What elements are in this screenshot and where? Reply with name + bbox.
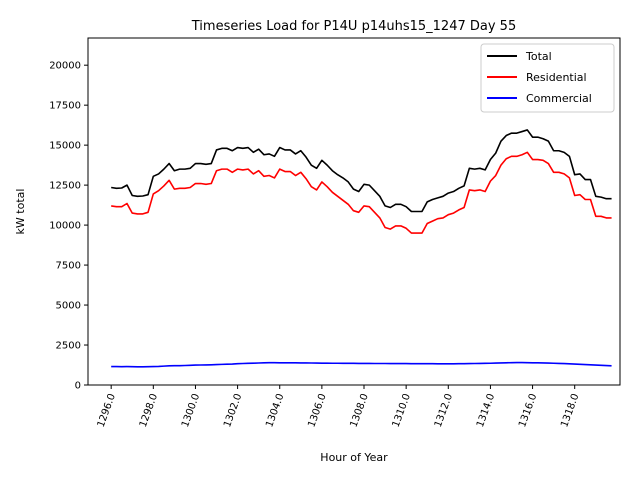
chart-title: Timeseries Load for P14U p14uhs15_1247 D…	[191, 19, 516, 34]
x-tick-label: 1304.0	[264, 392, 286, 429]
x-tick-label: 1302.0	[222, 392, 244, 429]
x-tick-label: 1312.0	[433, 392, 455, 429]
legend-label-residential: Residential	[526, 71, 587, 84]
series-line-commercial	[111, 361, 612, 368]
y-tick-label: 2500	[56, 341, 81, 352]
x-tick-label: 1314.0	[475, 392, 497, 429]
y-tick-label: 12500	[49, 181, 81, 192]
x-axis: 1296.0 1298.0 1300.0 1302.0 1304.0 1306.0 1308…	[96, 385, 582, 429]
series-group	[111, 129, 612, 368]
x-tick-label: 1316.0	[517, 392, 539, 429]
x-tick-label: 1296.0	[96, 392, 118, 429]
y-tick-label: 10000	[49, 221, 81, 232]
y-tick-label: 5000	[56, 301, 81, 312]
x-tick-label: 1298.0	[138, 392, 160, 429]
y-tick-label: 0	[75, 381, 81, 392]
x-tick-label: 1318.0	[559, 392, 581, 429]
legend-label-total: Total	[525, 50, 552, 63]
legend-label-commercial: Commercial	[526, 92, 592, 105]
y-tick-label: 7500	[56, 261, 81, 272]
plot-frame	[87, 37, 621, 386]
x-tick-label: 1310.0	[391, 392, 413, 429]
y-axis-label: kW total	[14, 189, 27, 235]
x-tick-label: 1308.0	[349, 392, 371, 429]
y-tick-label: 17500	[49, 101, 81, 112]
x-axis-label: Hour of Year	[320, 451, 388, 464]
x-tick-label: 1306.0	[306, 392, 328, 429]
y-tick-label: 15000	[49, 141, 81, 152]
series-line-total	[111, 129, 612, 213]
legend-box	[480, 43, 615, 113]
legend: Total Residential Commercial	[480, 43, 615, 113]
y-axis: 0 2500 5000 7500 10000 12500 15000 17500 20000	[49, 61, 88, 392]
series-line-residential	[111, 151, 612, 234]
x-tick-label: 1300.0	[180, 392, 202, 429]
y-tick-label: 20000	[49, 61, 81, 72]
